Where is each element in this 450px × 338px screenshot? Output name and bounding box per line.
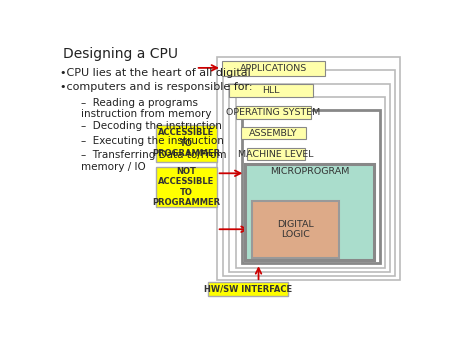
Bar <box>247 148 305 160</box>
Bar <box>245 164 374 261</box>
Text: •CPU lies at the heart of all digital: •CPU lies at the heart of all digital <box>60 68 251 78</box>
Text: MICROPROGRAM: MICROPROGRAM <box>270 168 350 176</box>
Bar <box>236 106 311 119</box>
Bar <box>156 125 217 162</box>
Text: APPLICATIONS: APPLICATIONS <box>240 64 307 73</box>
Text: –  Executing the instruction: – Executing the instruction <box>81 136 224 146</box>
Text: ACCESSIBLE
TO
PROGRAMMER: ACCESSIBLE TO PROGRAMMER <box>152 128 220 158</box>
Bar <box>208 282 288 296</box>
Bar <box>242 110 380 263</box>
Bar <box>235 97 385 267</box>
Text: DIGITAL
LOGIC: DIGITAL LOGIC <box>277 220 314 239</box>
Bar <box>217 57 400 280</box>
Text: –  Reading a programs
instruction from memory: – Reading a programs instruction from me… <box>81 98 211 119</box>
Text: HLL: HLL <box>262 86 279 95</box>
Bar <box>223 70 395 276</box>
Bar <box>252 201 339 258</box>
Text: MACHINE LEVEL: MACHINE LEVEL <box>238 149 314 159</box>
Text: –  Decoding the instruction: – Decoding the instruction <box>81 121 221 131</box>
Text: OPERATING SYSTEM: OPERATING SYSTEM <box>226 107 320 117</box>
Text: –  Transferring Data to/From
memory / IO: – Transferring Data to/From memory / IO <box>81 150 226 172</box>
Bar <box>156 167 217 207</box>
Bar <box>229 83 313 97</box>
Bar <box>241 127 306 140</box>
Bar <box>229 83 390 272</box>
Text: HW/SW INTERFACE: HW/SW INTERFACE <box>204 284 292 293</box>
Text: Designing a CPU: Designing a CPU <box>63 47 178 61</box>
Text: NOT
ACCESSIBLE
TO
PROGRAMMER: NOT ACCESSIBLE TO PROGRAMMER <box>152 167 220 207</box>
Text: ASSEMBLY: ASSEMBLY <box>249 129 297 138</box>
Bar <box>222 62 325 76</box>
Text: •computers and is responsible for:: •computers and is responsible for: <box>60 82 252 92</box>
